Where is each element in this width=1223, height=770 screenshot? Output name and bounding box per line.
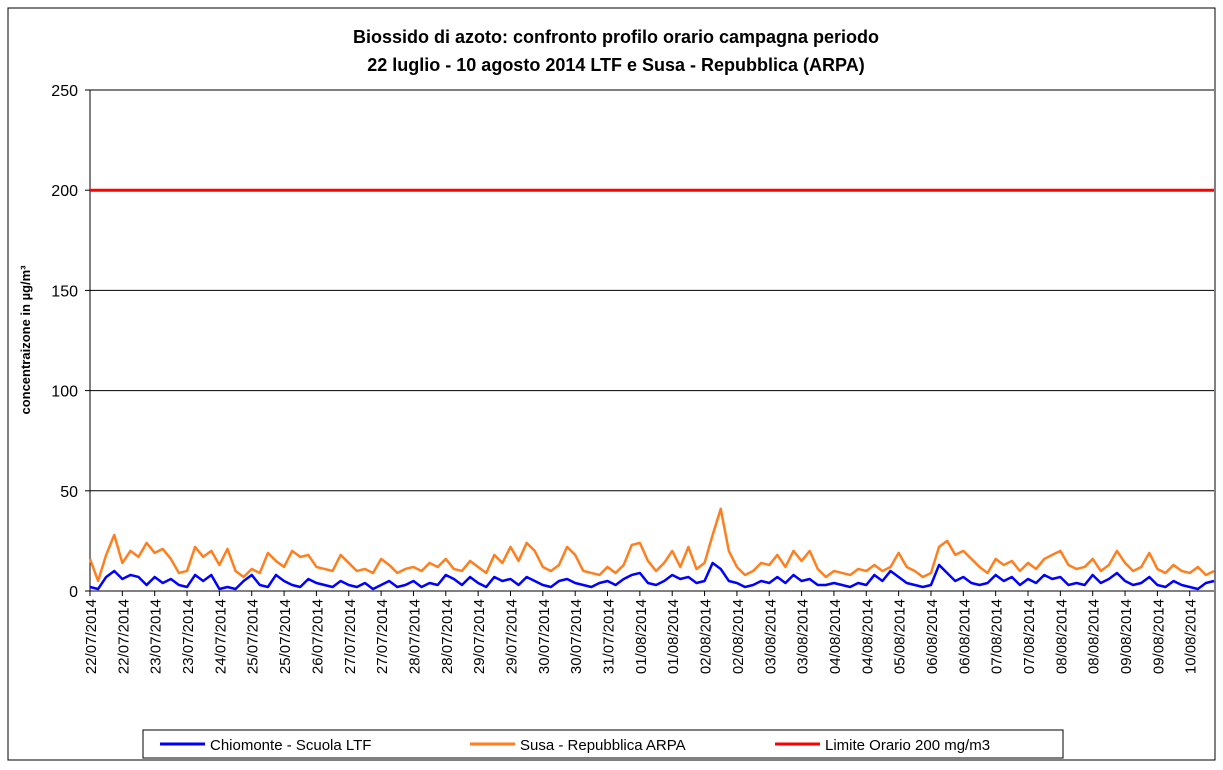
x-tick-label: 07/08/2014 bbox=[989, 599, 1006, 674]
chart-border bbox=[7, 7, 1216, 761]
x-tick-label: 27/07/2014 bbox=[374, 599, 391, 674]
x-tick-label: 31/07/2014 bbox=[601, 599, 618, 674]
x-tick-label: 03/08/2014 bbox=[762, 599, 779, 674]
chart-title: Biossido di azoto: confronto profilo ora… bbox=[353, 27, 879, 47]
x-tick-label: 25/07/2014 bbox=[277, 599, 294, 674]
x-tick-label: 08/08/2014 bbox=[1053, 599, 1070, 674]
x-tick-label: 30/07/2014 bbox=[568, 599, 585, 674]
y-tick-label: 50 bbox=[60, 484, 78, 501]
x-tick-label: 05/08/2014 bbox=[892, 599, 909, 674]
x-tick-label: 27/07/2014 bbox=[342, 599, 359, 674]
x-tick-label: 09/08/2014 bbox=[1150, 599, 1167, 674]
x-tick-label: 06/08/2014 bbox=[924, 599, 941, 674]
x-tick-label: 03/08/2014 bbox=[795, 599, 812, 674]
x-tick-label: 25/07/2014 bbox=[245, 599, 262, 674]
x-tick-label: 23/07/2014 bbox=[148, 599, 165, 674]
legend-box bbox=[142, 729, 1064, 759]
x-tick-label: 10/08/2014 bbox=[1183, 599, 1200, 674]
x-tick-label: 26/07/2014 bbox=[309, 599, 326, 674]
series-line bbox=[88, 507, 1215, 583]
x-tick-label: 01/08/2014 bbox=[665, 599, 682, 674]
legend-label: Limite Orario 200 mg/m3 bbox=[825, 737, 990, 754]
x-tick-label: 28/07/2014 bbox=[439, 599, 456, 674]
x-tick-label: 02/08/2014 bbox=[698, 599, 715, 674]
y-tick-label: 200 bbox=[51, 183, 78, 200]
x-tick-label: 09/08/2014 bbox=[1118, 599, 1135, 674]
x-tick-label: 29/07/2014 bbox=[503, 599, 520, 674]
y-tick-label: 150 bbox=[51, 283, 78, 300]
y-tick-label: 250 bbox=[51, 83, 78, 100]
x-tick-label: 29/07/2014 bbox=[471, 599, 488, 674]
x-tick-label: 04/08/2014 bbox=[859, 599, 876, 674]
x-tick-label: 01/08/2014 bbox=[633, 599, 650, 674]
legend-label: Chiomonte - Scuola LTF bbox=[210, 737, 371, 754]
x-tick-label: 02/08/2014 bbox=[730, 599, 747, 674]
series-line bbox=[89, 561, 1215, 591]
y-tick-label: 0 bbox=[69, 584, 78, 601]
x-tick-label: 06/08/2014 bbox=[956, 599, 973, 674]
y-tick-label: 100 bbox=[51, 384, 78, 401]
x-tick-label: 07/08/2014 bbox=[1021, 599, 1038, 674]
x-tick-label: 24/07/2014 bbox=[212, 599, 229, 674]
x-tick-label: 30/07/2014 bbox=[536, 599, 553, 674]
legend-label: Susa - Repubblica ARPA bbox=[520, 737, 686, 754]
x-tick-label: 28/07/2014 bbox=[406, 599, 423, 674]
x-tick-label: 22/07/2014 bbox=[115, 599, 132, 674]
y-axis-label: concentraizone in µg/m³ bbox=[18, 265, 33, 415]
x-tick-label: 08/08/2014 bbox=[1086, 599, 1103, 674]
chart-subtitle: 22 luglio - 10 agosto 2014 LTF e Susa - … bbox=[367, 55, 864, 75]
x-tick-label: 22/07/2014 bbox=[83, 599, 100, 674]
legend: Chiomonte - Scuola LTF Susa - Repubblica … bbox=[142, 729, 1064, 759]
x-tick-label: 23/07/2014 bbox=[180, 599, 197, 674]
x-tick-label: 04/08/2014 bbox=[827, 599, 844, 674]
